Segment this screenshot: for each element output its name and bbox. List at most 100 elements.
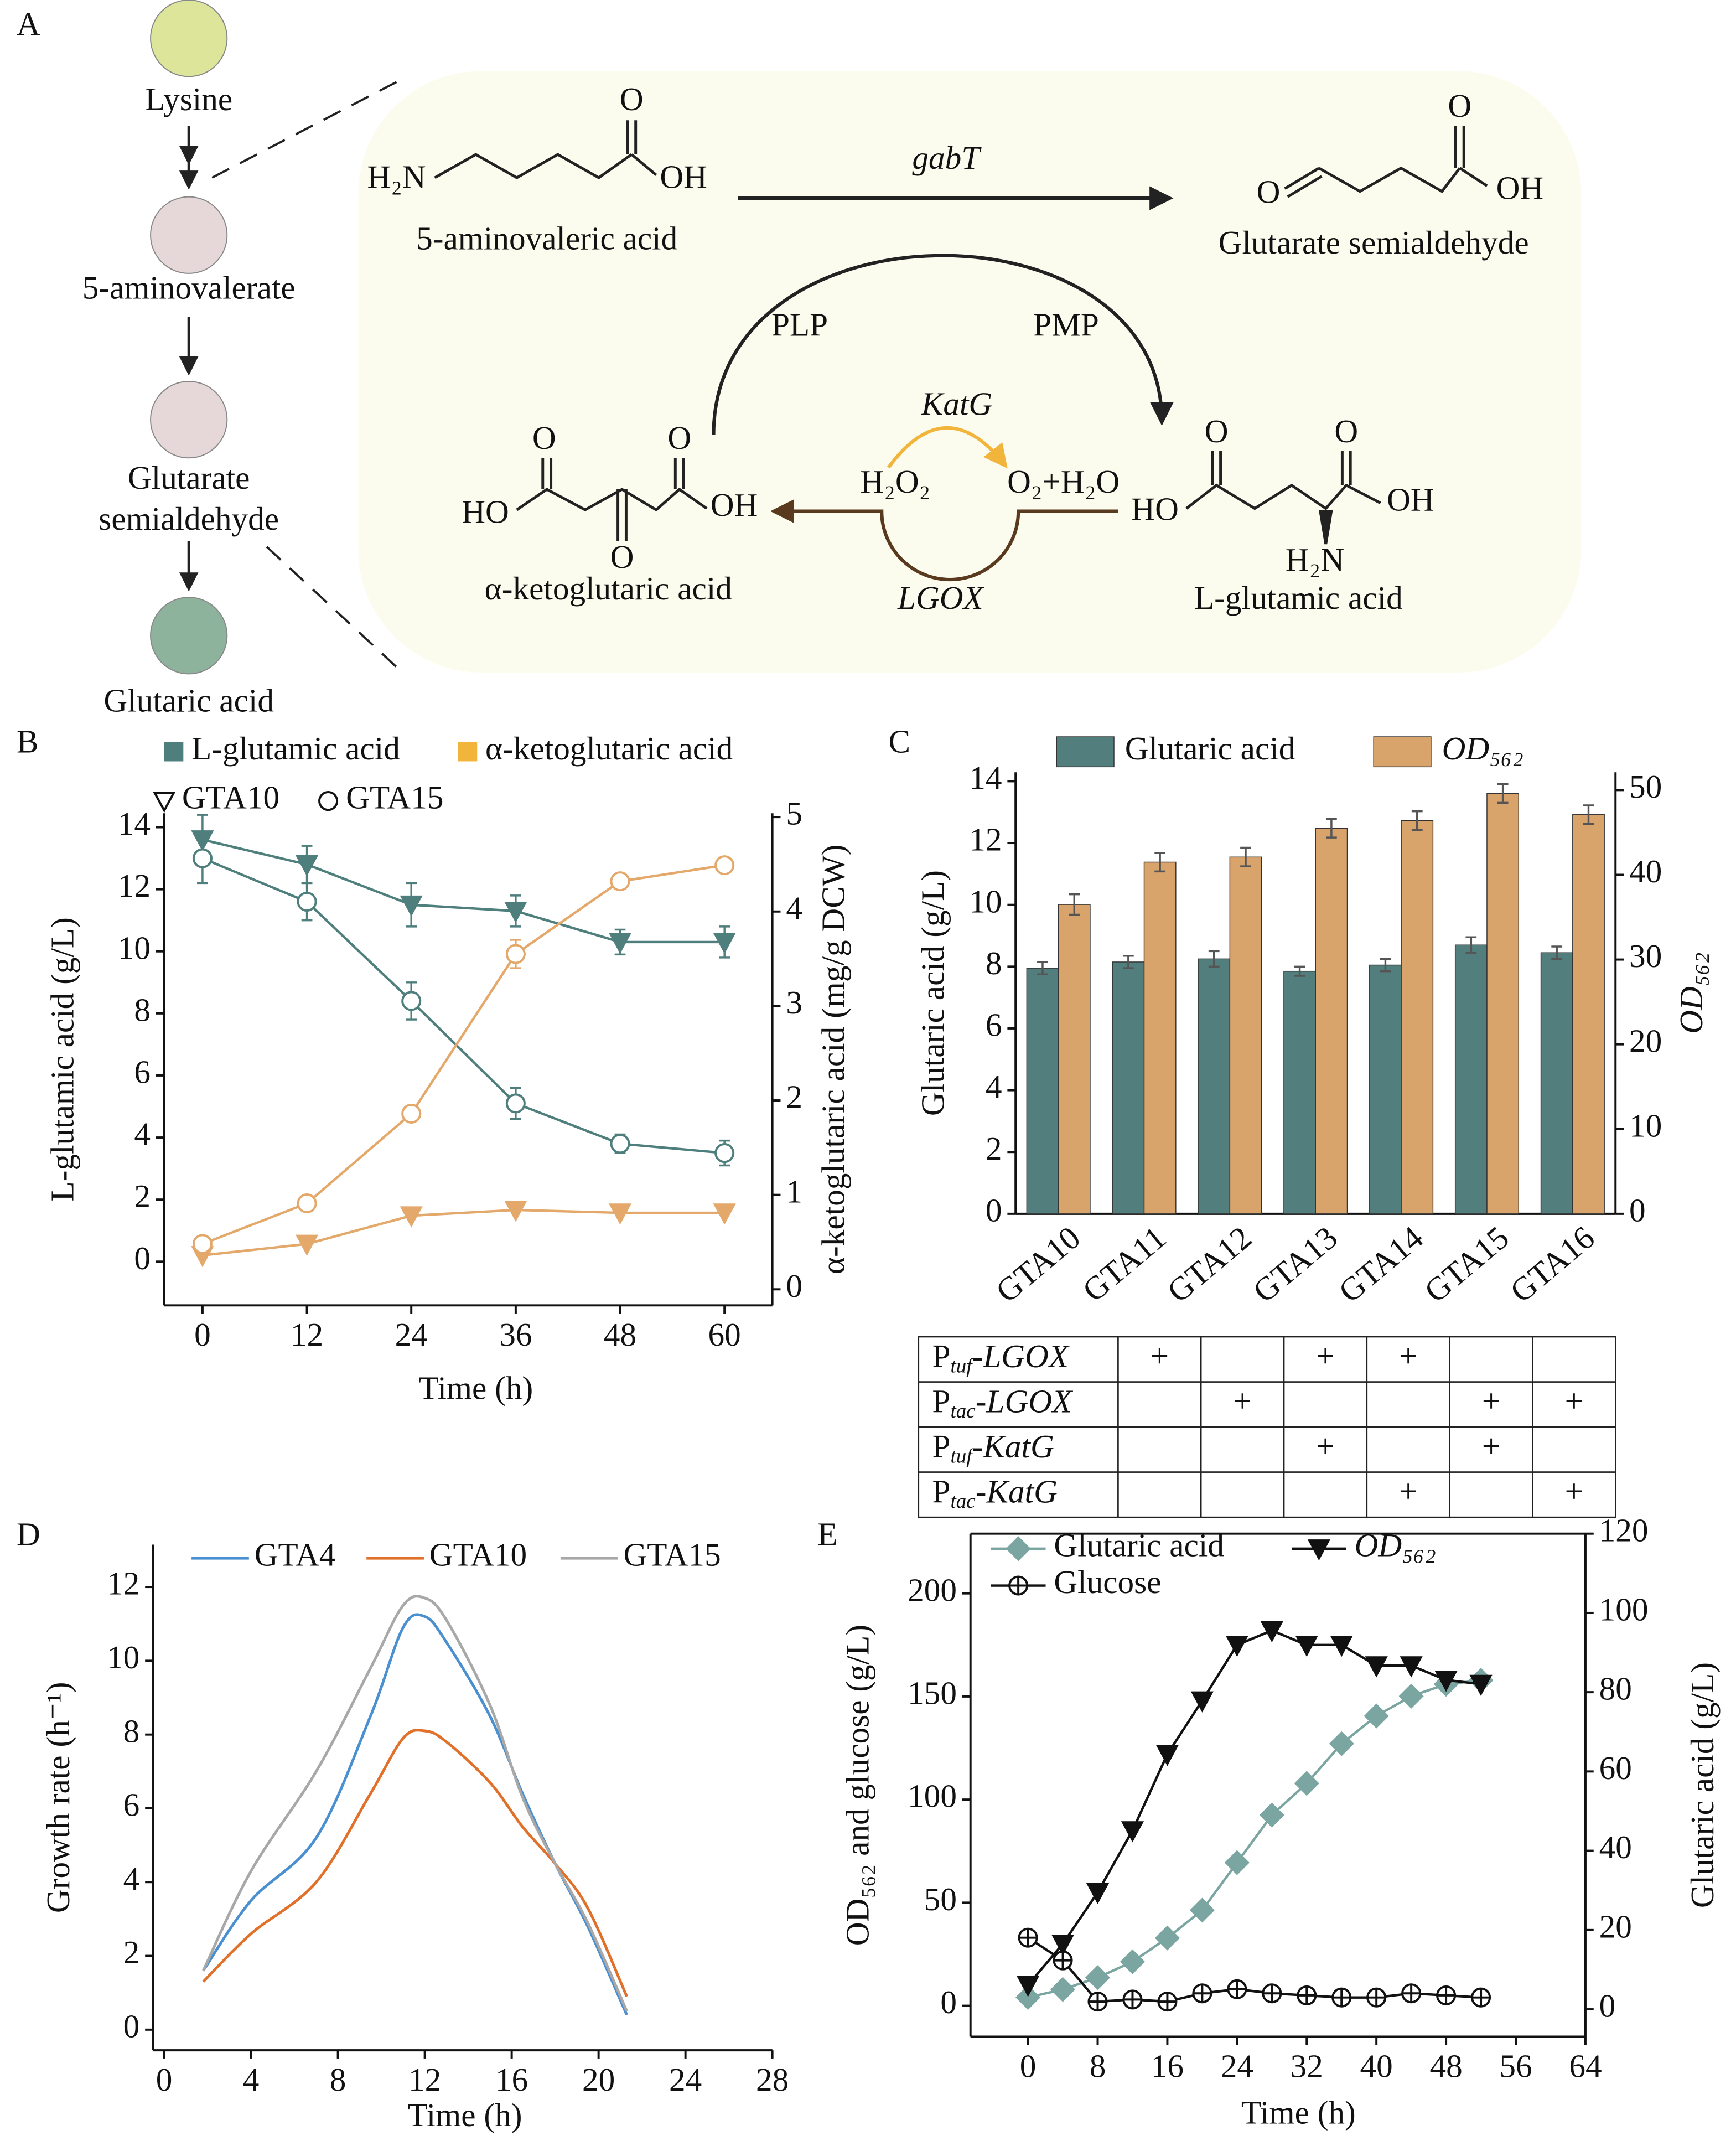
compound-name: Glutarate semialdehyde xyxy=(1219,224,1529,261)
table-cell xyxy=(1283,1471,1368,1518)
promoter-subscript: tuf xyxy=(951,1445,975,1467)
data-point xyxy=(1294,1771,1319,1796)
data-point xyxy=(297,892,317,912)
legend-swatch xyxy=(458,742,478,762)
node-label: Glutaric acid xyxy=(103,682,274,718)
pathway-node xyxy=(150,0,228,77)
y-axis-label: Glutaric acid (g/L) xyxy=(915,870,951,1116)
series-line xyxy=(202,1729,628,1997)
cofactor: PLP xyxy=(771,306,828,343)
y2-tick-label: 100 xyxy=(1599,1591,1649,1628)
y-tick-label: 2 xyxy=(123,1934,140,1971)
bond xyxy=(1211,451,1352,485)
legend-label: GTA10 xyxy=(429,1537,527,1573)
y2-tick-label: 60 xyxy=(1599,1750,1632,1786)
data-point xyxy=(1122,1989,1143,2010)
x-tick-label: 4 xyxy=(243,2061,260,2098)
data-point xyxy=(1157,1992,1178,2012)
x-tick-label: 12 xyxy=(408,2061,441,2098)
table-cell xyxy=(1117,1471,1202,1518)
y-tick-label: 200 xyxy=(908,1571,957,1608)
legend-label: Glucose xyxy=(1054,1564,1161,1600)
cell-mark: + xyxy=(1316,1337,1334,1374)
x-tick-label: 32 xyxy=(1291,2047,1323,2084)
table-cell xyxy=(1200,1426,1285,1473)
enzyme-name: gabT xyxy=(912,139,982,176)
atom-label: O xyxy=(667,420,691,456)
data-point xyxy=(1295,1636,1318,1657)
y2-tick-label: 2 xyxy=(786,1079,802,1115)
compound-name: L-glutamic acid xyxy=(1194,580,1403,616)
error-bar xyxy=(1294,965,1305,977)
legend-label: OD₅₆₂ xyxy=(1442,730,1523,767)
data-point xyxy=(713,933,736,954)
error-bar xyxy=(1069,893,1080,916)
atom-label: O xyxy=(1257,174,1281,210)
x-tick-label: 40 xyxy=(1360,2047,1393,2084)
x-tick-label: 64 xyxy=(1569,2047,1602,2084)
y-tick-label: 0 xyxy=(123,2008,140,2044)
data-point xyxy=(1051,1935,1075,1956)
data-point xyxy=(610,1134,630,1154)
series-line xyxy=(202,838,725,944)
x-tick-label: GTA11 xyxy=(1075,1219,1173,1309)
x-tick-label: 8 xyxy=(330,2061,346,2098)
x-axis-label: Time (h) xyxy=(408,2097,522,2133)
legend-label: α-ketoglutaric acid xyxy=(485,730,733,767)
x-tick-label: 48 xyxy=(604,1316,636,1353)
row-label: Ptuf-LGOX xyxy=(932,1337,1070,1377)
y2-axis-label: Glutaric acid (g/L) xyxy=(1684,1662,1721,1908)
data-point xyxy=(1259,1802,1284,1828)
data-point xyxy=(1155,1745,1179,1766)
node-label: 5-aminovalerate xyxy=(82,270,296,306)
data-point xyxy=(1469,1674,1493,1697)
data-point xyxy=(400,1206,423,1228)
atom-label: OH xyxy=(711,487,758,523)
atom-label: O xyxy=(1205,413,1229,449)
y-tick-label: 150 xyxy=(908,1675,957,1711)
data-point xyxy=(713,1203,736,1225)
error-bar xyxy=(1411,810,1423,831)
y2-tick-label: 0 xyxy=(786,1268,802,1304)
x-tick-label: 24 xyxy=(395,1316,428,1353)
x-tick-label: 12 xyxy=(291,1316,323,1353)
data-point xyxy=(1297,1985,1317,2005)
x-tick-label: 28 xyxy=(756,2061,789,2098)
data-point xyxy=(1260,1621,1283,1643)
promoter: P xyxy=(932,1473,951,1509)
y2-tick-label: 5 xyxy=(786,795,802,832)
table-cell xyxy=(1200,1336,1285,1383)
data-point xyxy=(505,1093,526,1114)
data-point xyxy=(1398,1683,1424,1709)
series-line xyxy=(1028,1679,1481,1999)
legend-marker xyxy=(1006,1536,1031,1561)
promoter: P xyxy=(932,1337,951,1374)
legend-label: Glutaric acid xyxy=(1054,1527,1224,1563)
bar xyxy=(1572,814,1605,1214)
y2-axis-label: α-ketoglutaric acid (mg/g DCW) xyxy=(815,845,851,1274)
table-cell xyxy=(1449,1471,1533,1518)
y2-tick-label: 3 xyxy=(786,984,802,1021)
bond xyxy=(541,458,685,541)
y-tick-label: 4 xyxy=(123,1860,140,1897)
x-tick-label: 48 xyxy=(1429,2047,1462,2084)
y-tick-label: 14 xyxy=(969,759,1002,796)
legend-marker xyxy=(1307,1539,1331,1561)
error-bar xyxy=(1154,851,1166,873)
y2-tick-label: 120 xyxy=(1599,1512,1649,1548)
atom-label: O xyxy=(620,81,644,117)
data-point xyxy=(610,871,630,892)
promoter: P xyxy=(932,1428,951,1464)
error-bar xyxy=(1380,958,1391,973)
y-tick-label: 2 xyxy=(986,1130,1002,1167)
data-point xyxy=(1120,1949,1146,1974)
gene: -LGOX xyxy=(972,1337,1070,1374)
y2-tick-label: 0 xyxy=(1629,1192,1646,1228)
data-point xyxy=(1365,1656,1388,1678)
y-tick-label: 8 xyxy=(123,1713,140,1749)
bond xyxy=(626,120,657,176)
legend-marker xyxy=(318,791,339,811)
bond xyxy=(1185,483,1381,510)
y-tick-label: 8 xyxy=(134,991,151,1028)
